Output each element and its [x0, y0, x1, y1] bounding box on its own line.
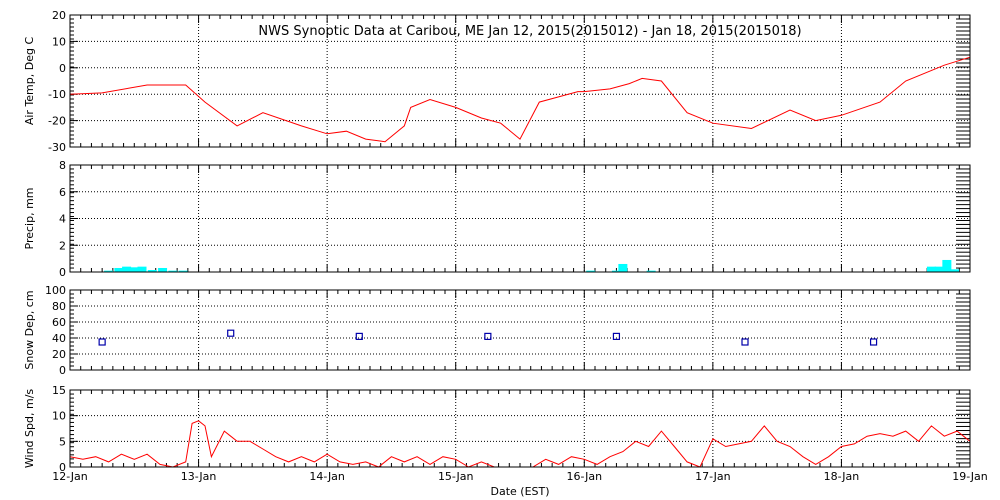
precip-bar: [114, 267, 124, 272]
x-tick-label: 16-Jan: [567, 470, 603, 483]
x-tick-label: 18-Jan: [824, 470, 860, 483]
precip-bar: [178, 270, 188, 272]
snow-depth-point: [98, 338, 106, 346]
precip-bar: [942, 259, 952, 272]
chart-title: NWS Synoptic Data at Caribou, ME Jan 12,…: [258, 24, 801, 39]
y-tick-label: 20: [52, 348, 66, 361]
wind-speed-panel: 15 10 5 0 Wind Spd, m/s: [23, 384, 971, 474]
air-temp-y-label: Air Temp, Deg C: [23, 37, 36, 126]
y-tick-label: 4: [59, 213, 66, 226]
x-tick-label: 15-Jan: [438, 470, 474, 483]
precip-y-label: Precip, mm: [23, 188, 36, 250]
x-tick-label: 12-Jan: [52, 470, 88, 483]
precip-bar: [168, 270, 178, 272]
snow-depth-point: [355, 332, 363, 340]
y-tick-label: -10: [48, 88, 66, 101]
snow-depth-y-label: Snow Dep, cm: [23, 290, 36, 369]
wind-speed-y-label: Wind Spd, m/s: [23, 389, 36, 469]
x-tick-label: 14-Jan: [309, 470, 345, 483]
y-tick-label: 6: [59, 186, 66, 199]
y-tick-label: 10: [52, 410, 66, 423]
snow-depth-point: [227, 329, 235, 337]
precip-bar: [950, 269, 960, 272]
x-tick-label: 19-Jan: [952, 470, 988, 483]
x-tick-labels: 12-Jan 13-Jan 14-Jan 15-Jan 16-Jan 17-Jan 18-J…: [52, 470, 988, 483]
y-tick-label: 80: [52, 300, 66, 313]
precip-bar: [104, 270, 114, 272]
y-tick-label: 100: [45, 284, 66, 297]
snow-depth-point: [612, 332, 621, 340]
panel-frame: [69, 289, 971, 371]
x-tick-label: 17-Jan: [695, 470, 731, 483]
snow-depth-point: [484, 332, 492, 340]
y-tick-label: 0: [59, 461, 66, 474]
precip-panel: 8 6 4 2 0 Precip, mm: [23, 159, 971, 279]
precip-bar: [137, 266, 147, 272]
snow-depth-panel: 100 80 60 40 20 0 Snow Dep, cm: [23, 284, 971, 377]
y-tick-label: 0: [59, 62, 66, 75]
y-tick-label: 60: [52, 316, 66, 329]
precip-bar: [618, 263, 628, 272]
air-temp-panel: 20 10 0 -10 -20 -30 Air Temp, Deg C: [23, 9, 971, 154]
wind-speed-series-line: [69, 420, 971, 468]
y-tick-label: 8: [59, 159, 66, 172]
panel-frame: [69, 389, 971, 468]
x-tick-label: 13-Jan: [181, 470, 217, 483]
panel-frame: [69, 14, 971, 148]
x-axis-label: Date (EST): [490, 485, 549, 498]
y-tick-label: 40: [52, 332, 66, 345]
y-tick-label: 10: [52, 35, 66, 48]
precip-bar: [158, 267, 168, 272]
panel-frame: [69, 164, 971, 273]
precip-bar: [129, 267, 139, 272]
y-tick-label: 0: [59, 364, 66, 377]
snow-depth-point: [869, 338, 878, 346]
y-tick-label: 2: [59, 239, 66, 252]
precip-bar: [122, 266, 132, 272]
y-tick-label: 15: [52, 384, 66, 397]
precip-bar: [926, 266, 936, 272]
y-tick-label: -20: [48, 115, 66, 128]
y-tick-label: -30: [48, 141, 66, 154]
air-temp-series-line: [69, 56, 971, 143]
y-tick-label: 20: [52, 9, 66, 22]
y-tick-label: 5: [59, 435, 66, 448]
snow-depth-point: [741, 338, 749, 346]
precip-bar: [147, 269, 157, 272]
precip-bar: [934, 266, 944, 272]
y-tick-label: 0: [59, 266, 66, 279]
precip-bar: [586, 270, 596, 272]
precip-bar: [611, 270, 621, 272]
precip-bar: [646, 270, 656, 272]
